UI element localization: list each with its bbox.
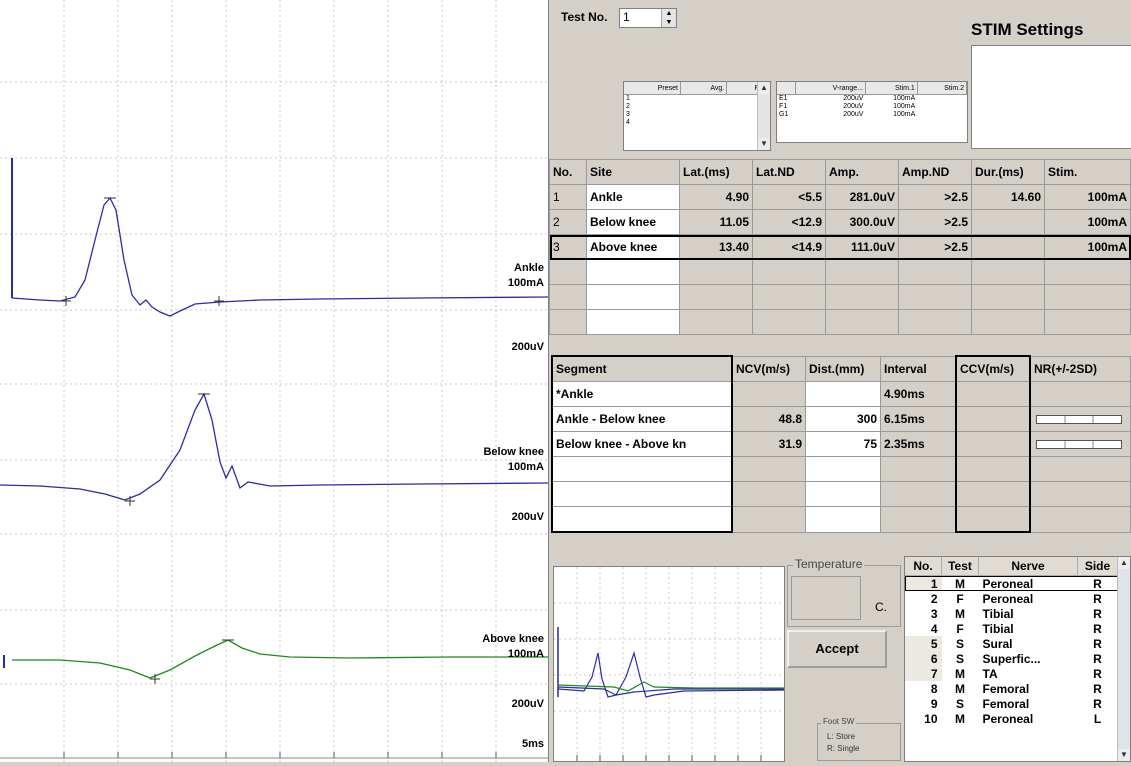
temperature-field[interactable] bbox=[791, 576, 861, 620]
ankle-trace bbox=[11, 196, 548, 317]
vrange-table[interactable]: V-range... Stim.1 Stim.2 E1 200uV 100mA F1… bbox=[776, 81, 968, 143]
list-item[interactable]: 7 M TA R bbox=[905, 666, 1118, 681]
table-row[interactable]: Below knee - Above kn 31.9 75 2.35ms bbox=[551, 431, 1131, 457]
vrange-row[interactable]: G1 200uV 100mA bbox=[779, 111, 916, 118]
list-item[interactable]: 10 M Peroneal L bbox=[924, 711, 1102, 726]
table-row[interactable] bbox=[549, 259, 1131, 285]
vrange-col: V-range... bbox=[795, 82, 866, 95]
test-no-value: 1 bbox=[623, 10, 630, 24]
stim1-col: Stim.1 bbox=[865, 82, 918, 95]
site-table-header: No. Site Lat.(ms) Lat.ND Amp. Amp.ND Dur… bbox=[549, 159, 1131, 185]
above-knee-trace bbox=[12, 639, 548, 679]
preset-row[interactable]: 1 bbox=[626, 95, 630, 102]
above-knee-scale-label: 200uV bbox=[511, 698, 544, 710]
overlay-plot bbox=[554, 567, 785, 761]
table-row[interactable]: 2 Below knee 11.05 <12.9 300.0uV >2.5 10… bbox=[549, 209, 1131, 235]
segment-table-header: Segment NCV(m/s) Dist.(mm) Interval CCV(… bbox=[551, 355, 1131, 382]
preset-scrollbar[interactable]: ▲ ▼ bbox=[757, 82, 770, 150]
foot-sw-title: Foot SW bbox=[821, 717, 857, 726]
site-table[interactable]: No. Site Lat.(ms) Lat.ND Amp. Amp.ND Dur… bbox=[549, 159, 1131, 335]
test-no-spinner[interactable]: 1 ▲ ▼ bbox=[619, 8, 677, 28]
preset-row[interactable]: 3 bbox=[626, 111, 630, 118]
avg-col: Avg. bbox=[680, 82, 728, 95]
foot-sw-line1: L: Store bbox=[827, 732, 856, 741]
above-knee-stim-label: 100mA bbox=[507, 648, 544, 660]
table-row[interactable]: 1 Ankle 4.90 <5.5 281.0uV >2.5 14.60 100… bbox=[549, 184, 1131, 210]
scroll-down-icon[interactable]: ▼ bbox=[1118, 749, 1130, 761]
temperature-label: Temperature bbox=[793, 557, 865, 571]
waveform-panel[interactable]: Ankle 100mA 200uV Below knee 100mA 200uV… bbox=[0, 0, 549, 762]
foot-sw-group bbox=[817, 723, 901, 761]
scroll-down-icon[interactable]: ▼ bbox=[758, 138, 770, 150]
scroll-up-icon[interactable]: ▲ bbox=[1118, 557, 1130, 569]
table-row[interactable] bbox=[551, 456, 1131, 482]
temperature-unit: C. bbox=[875, 600, 887, 614]
stim-settings-box[interactable] bbox=[971, 45, 1131, 149]
list-item[interactable]: 3 M Tibial R bbox=[930, 606, 1102, 621]
ankle-site-label: Ankle bbox=[514, 262, 544, 274]
table-row[interactable] bbox=[551, 481, 1131, 507]
stim-settings-title: STIM Settings bbox=[971, 20, 1084, 39]
table-row[interactable] bbox=[551, 506, 1131, 533]
table-row[interactable]: Ankle - Below knee 48.8 300 6.15ms bbox=[551, 406, 1131, 432]
ankle-stim-label: 100mA bbox=[507, 277, 544, 289]
scroll-up-icon[interactable]: ▲ bbox=[758, 82, 770, 94]
list-item[interactable]: 4 F Tibial R bbox=[930, 621, 1102, 636]
right-panel: Test No. 1 ▲ ▼ STIM Settings Preset Avg. … bbox=[549, 0, 1131, 762]
list-item[interactable]: 9 S Femoral R bbox=[930, 696, 1102, 711]
below-knee-trace bbox=[0, 392, 548, 501]
preset-row[interactable]: 2 bbox=[626, 103, 630, 110]
below-knee-stim-label: 100mA bbox=[507, 461, 544, 473]
preset-table[interactable]: Preset Avg. Rej. 1 2 3 4 ▲ ▼ bbox=[623, 81, 771, 151]
nr-bar-1 bbox=[1029, 406, 1131, 432]
preset-row[interactable]: 4 bbox=[626, 119, 630, 126]
spinner-arrows-icon[interactable]: ▲ ▼ bbox=[661, 9, 676, 27]
accept-button[interactable]: Accept bbox=[787, 630, 887, 668]
table-row[interactable]: *Ankle 4.90ms bbox=[551, 381, 1131, 407]
vrange-row[interactable]: F1 200uV 100mA bbox=[779, 103, 916, 110]
table-row[interactable] bbox=[549, 309, 1131, 335]
below-knee-site-label: Below knee bbox=[483, 446, 544, 458]
overlay-waveform[interactable] bbox=[553, 566, 785, 762]
stim2-col: Stim.2 bbox=[917, 82, 967, 95]
above-knee-site-label: Above knee bbox=[482, 633, 544, 645]
nerve-list-header: No. Test Nerve Side bbox=[905, 557, 1118, 576]
test-no-label: Test No. bbox=[561, 10, 608, 24]
time-scale-label: 5ms bbox=[521, 738, 544, 750]
list-item[interactable]: 8 M Femoral R bbox=[930, 681, 1102, 696]
waveform-grid bbox=[0, 0, 548, 762]
nerve-list[interactable]: No. Test Nerve Side 1 M Peroneal R 2 F Per… bbox=[904, 556, 1131, 762]
segment-table[interactable]: Segment NCV(m/s) Dist.(mm) Interval CCV(… bbox=[551, 355, 1131, 533]
nr-bar-2 bbox=[1029, 431, 1131, 457]
list-item[interactable]: 2 F Peroneal R bbox=[930, 591, 1102, 606]
ankle-scale-label: 200uV bbox=[511, 341, 544, 353]
table-row[interactable] bbox=[549, 284, 1131, 310]
foot-sw-line2: R: Single bbox=[827, 744, 860, 753]
list-item-selected[interactable]: 1 M Peroneal R bbox=[905, 575, 1118, 591]
list-item[interactable]: 6 S Superfic... R bbox=[905, 651, 1118, 666]
list-item[interactable]: 5 S Sural R bbox=[905, 636, 1118, 651]
table-row-selected[interactable]: 3 Above knee 13.40 <14.9 111.0uV >2.5 10… bbox=[549, 234, 1131, 260]
below-knee-scale-label: 200uV bbox=[511, 511, 544, 523]
vrange-row[interactable]: E1 200uV 100mA bbox=[779, 95, 916, 102]
nerve-list-scrollbar[interactable]: ▲ ▼ bbox=[1117, 557, 1130, 761]
preset-col: Preset bbox=[624, 82, 681, 95]
